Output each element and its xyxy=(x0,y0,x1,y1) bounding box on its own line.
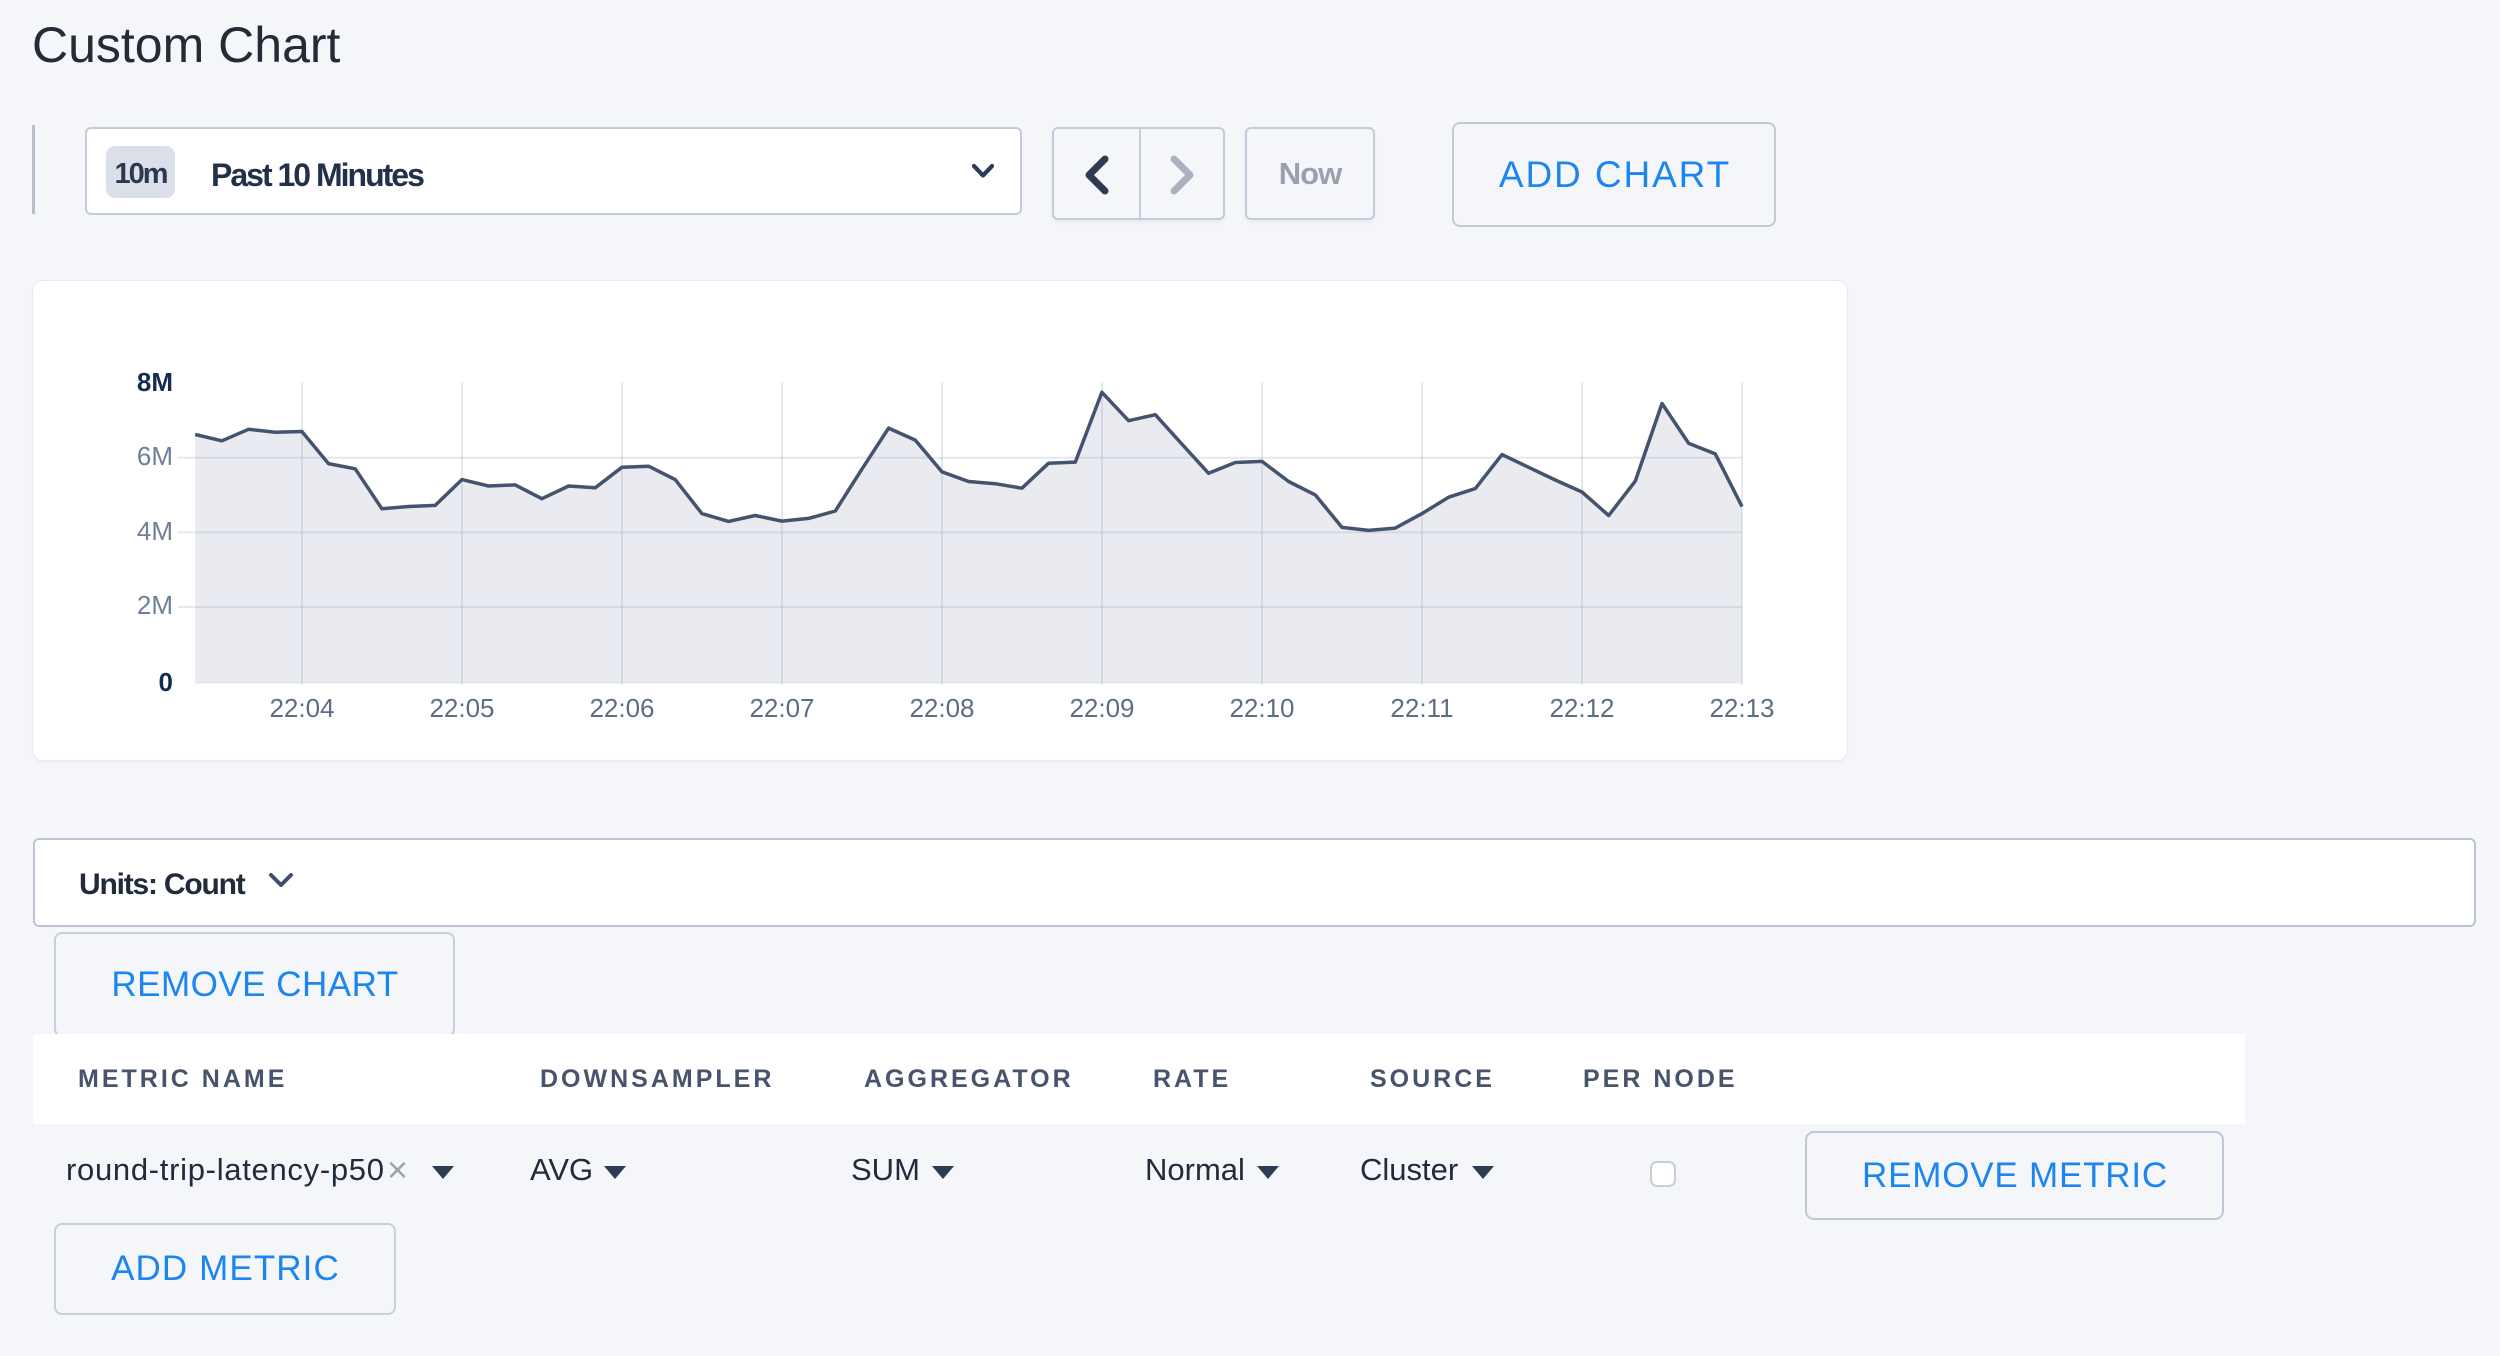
svg-text:2M: 2M xyxy=(137,590,173,620)
svg-text:6M: 6M xyxy=(137,441,173,471)
svg-text:4M: 4M xyxy=(137,516,173,546)
svg-text:0: 0 xyxy=(159,667,173,697)
svg-text:22:06: 22:06 xyxy=(589,693,654,723)
svg-text:22:04: 22:04 xyxy=(269,693,334,723)
svg-text:22:08: 22:08 xyxy=(909,693,974,723)
svg-text:22:12: 22:12 xyxy=(1549,693,1614,723)
svg-text:22:10: 22:10 xyxy=(1229,693,1294,723)
svg-text:22:09: 22:09 xyxy=(1069,693,1134,723)
svg-text:8M: 8M xyxy=(137,367,173,397)
svg-text:22:11: 22:11 xyxy=(1390,693,1453,723)
svg-text:22:05: 22:05 xyxy=(429,693,494,723)
svg-text:22:07: 22:07 xyxy=(749,693,814,723)
svg-text:22:13: 22:13 xyxy=(1709,693,1774,723)
